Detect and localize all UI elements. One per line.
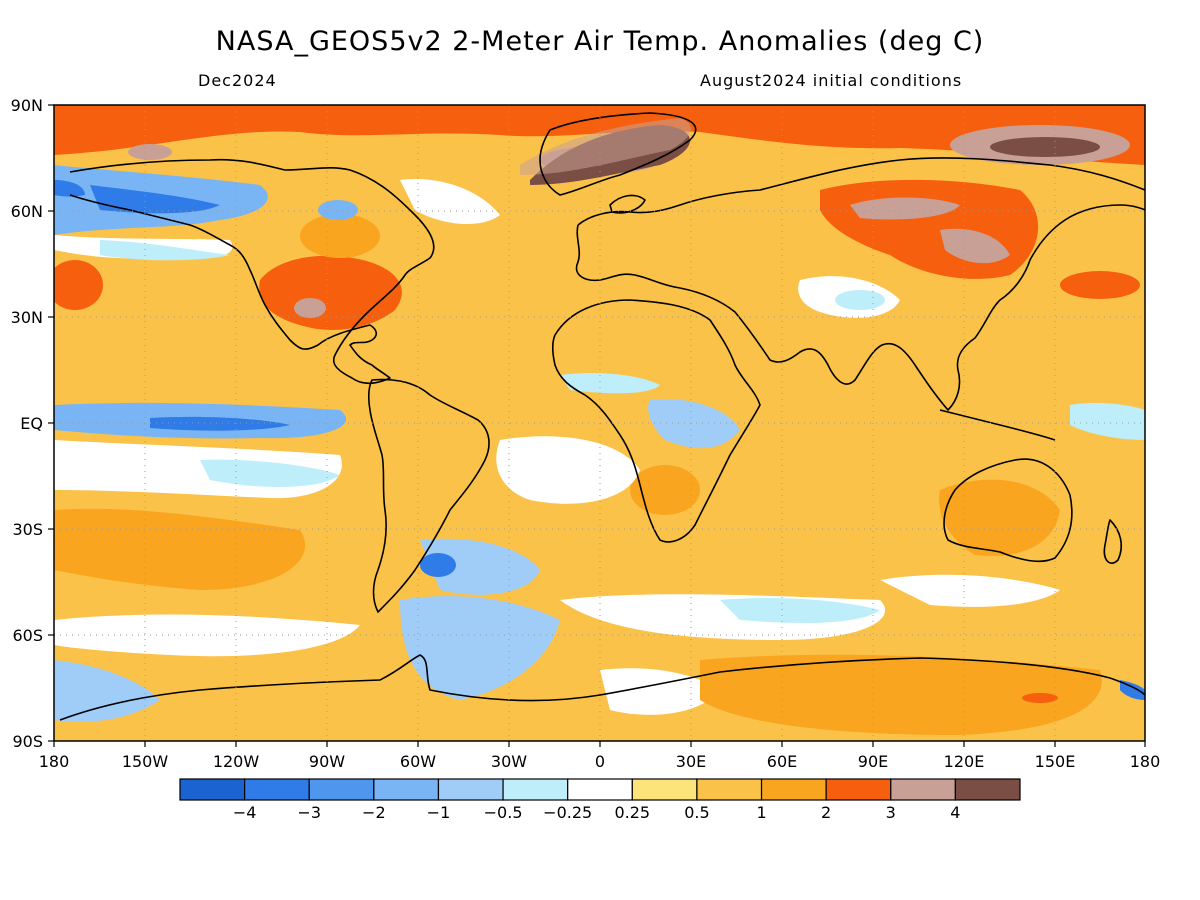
lat-label: 90S [12, 732, 43, 751]
colorbar-tick-label: −4 [233, 803, 257, 822]
forecast-month: Dec2024 [198, 71, 277, 90]
lat-label: 30S [12, 520, 43, 539]
colorbar-tick-label: −3 [297, 803, 321, 822]
lon-label: 120E [944, 752, 985, 771]
colorbar-swatch [373, 778, 440, 801]
lon-label: 90E [858, 752, 888, 771]
colorbar-swatch [954, 778, 1021, 801]
lon-label: 0 [595, 752, 605, 771]
lat-label: 90N [11, 96, 43, 115]
initial-conditions-label: August2024 initial conditions [700, 71, 963, 90]
chart-title: NASA_GEOS5v2 2-Meter Air Temp. Anomalies… [215, 26, 985, 57]
lat-label: 60S [12, 626, 43, 645]
colorbar-tick-label: 1 [756, 803, 766, 822]
colorbar-tick-label: −0.5 [484, 803, 523, 822]
lon-label: 60W [400, 752, 436, 771]
lon-label: 180 [1130, 752, 1161, 771]
colorbar-swatch [437, 778, 504, 801]
graticule [54, 105, 1145, 741]
lon-label: 30E [676, 752, 706, 771]
colorbar-swatch [631, 778, 698, 801]
colorbar-tick-label: −1 [427, 803, 451, 822]
colorbar-tick-label: 3 [886, 803, 896, 822]
colorbar-swatch [890, 778, 956, 801]
lon-label: 120W [213, 752, 260, 771]
lat-label: 30N [11, 308, 43, 327]
colorbar-swatch [696, 778, 763, 801]
colorbar-tick-label: −0.25 [543, 803, 592, 822]
lon-label: 150E [1035, 752, 1076, 771]
lon-label: 150W [122, 752, 169, 771]
colorbar-tick-label: 0.25 [614, 803, 650, 822]
lat-label: EQ [20, 414, 43, 433]
longitude-labels: 180 150W 120W 90W 60W 30W 0 30E 60E 90E … [39, 752, 1161, 771]
lon-label: 180 [39, 752, 70, 771]
colorbar-swatch [502, 778, 569, 801]
colorbar-tick-label: 2 [821, 803, 831, 822]
colorbar-swatch [179, 778, 246, 801]
colorbar: −4 −3 −2 −1 −0.5 −0.25 0.25 0.5 1 2 3 4 [179, 778, 1021, 822]
colorbar-tick-label: −2 [362, 803, 386, 822]
colorbar-swatch [567, 778, 633, 801]
colorbar-swatch [825, 778, 892, 801]
colorbar-tick-label: 0.5 [684, 803, 709, 822]
colorbar-tick-label: 4 [950, 803, 960, 822]
lon-label: 90W [309, 752, 345, 771]
coastlines [59, 112, 1145, 721]
lat-label: 60N [11, 202, 43, 221]
axis-ticks [48, 104, 1146, 747]
latitude-labels: 90N 60N 30N EQ 30S 60S 90S [11, 96, 43, 751]
colorbar-swatch [760, 778, 827, 801]
lon-label: 60E [767, 752, 797, 771]
colorbar-swatch [244, 778, 310, 801]
colorbar-swatch [308, 778, 375, 801]
anomaly-field [54, 105, 1145, 741]
lon-label: 30W [491, 752, 527, 771]
